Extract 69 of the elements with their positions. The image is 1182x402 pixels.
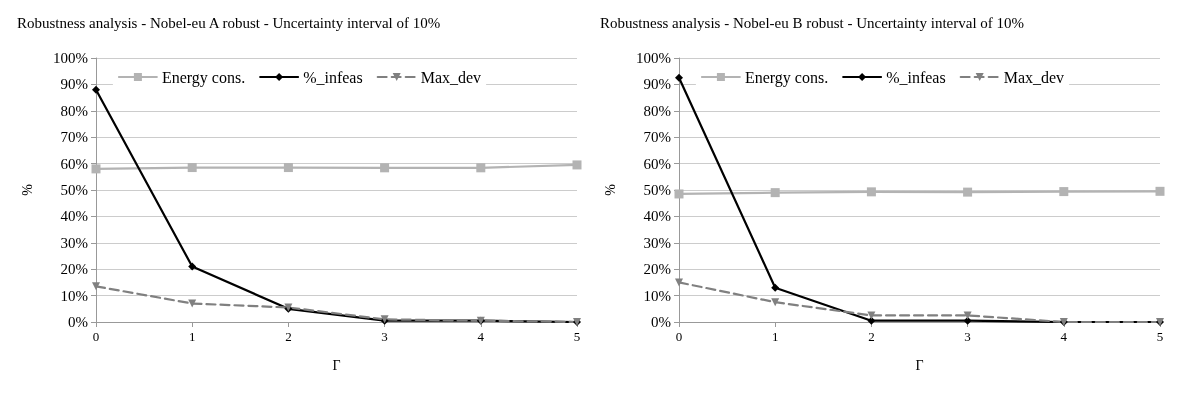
point xyxy=(283,163,293,173)
point xyxy=(963,316,972,325)
point xyxy=(675,73,683,82)
point xyxy=(963,311,972,320)
y-tick-label: 60% xyxy=(60,155,88,172)
point xyxy=(1059,187,1069,197)
legend-label: Max_dev xyxy=(420,68,482,86)
point xyxy=(963,187,973,197)
y-tick-label: 100% xyxy=(53,50,88,66)
y-tick-label: 70% xyxy=(60,129,88,146)
x-tick-label: 5 xyxy=(1156,329,1164,344)
y-tick-label: 50% xyxy=(643,182,671,198)
y-axis-title: % xyxy=(19,183,35,196)
y-tick-label: 20% xyxy=(60,261,88,278)
point xyxy=(771,298,780,307)
point xyxy=(476,163,486,173)
y-tick-label: 40% xyxy=(60,208,88,225)
y-tick-label: 80% xyxy=(60,102,88,119)
y-tick-label: 40% xyxy=(643,208,671,225)
legend-label: Energy cons. xyxy=(161,68,246,87)
legend-label: %_infeas xyxy=(886,68,946,86)
x-tick-label: 1 xyxy=(188,329,196,344)
x-axis-title: Γ xyxy=(332,357,341,373)
point xyxy=(770,188,780,198)
legend-label: Energy cons. xyxy=(744,68,829,87)
x-axis-title: Γ xyxy=(915,357,924,373)
y-tick-label: 50% xyxy=(60,182,88,198)
x-tick-label: 0 xyxy=(92,329,100,344)
x-tick-label: 2 xyxy=(868,329,875,344)
x-tick-label: 4 xyxy=(1060,329,1068,344)
y-tick-label: 80% xyxy=(643,102,671,119)
point xyxy=(867,316,876,325)
point xyxy=(674,189,684,199)
point xyxy=(1155,186,1165,196)
point xyxy=(866,187,876,197)
legend-label: %_infeas xyxy=(303,68,363,86)
point xyxy=(380,163,390,173)
y-tick-label: 20% xyxy=(643,261,671,278)
y-tick-label: 0% xyxy=(68,314,88,330)
point xyxy=(188,262,197,271)
point xyxy=(771,283,780,292)
point xyxy=(187,163,197,173)
point xyxy=(675,278,683,287)
y-tick-label: 30% xyxy=(60,234,88,251)
point xyxy=(92,85,100,94)
y-tick-label: 70% xyxy=(643,129,671,146)
y-tick-label: 90% xyxy=(60,76,88,93)
x-tick-label: 1 xyxy=(771,329,779,344)
x-tick-label: 0 xyxy=(675,329,683,344)
x-tick-label: 2 xyxy=(285,329,292,344)
y-tick-label: 0% xyxy=(651,314,671,330)
x-tick-label: 5 xyxy=(573,329,581,344)
y-tick-label: 60% xyxy=(643,155,671,172)
y-tick-label: 30% xyxy=(643,234,671,251)
legend-label: Max_dev xyxy=(1003,68,1065,86)
y-tick-label: 100% xyxy=(636,50,671,66)
point xyxy=(572,160,582,170)
point xyxy=(867,311,876,320)
chart-title: Robustness analysis - Nobel-eu B robust - Uncertainty interval of 10% xyxy=(600,14,1025,31)
y-axis-title: % xyxy=(602,183,618,196)
y-tick-label: 10% xyxy=(60,287,88,304)
point xyxy=(92,282,100,291)
x-tick-label: 3 xyxy=(381,329,388,344)
y-tick-label: 10% xyxy=(643,287,671,304)
x-tick-label: 3 xyxy=(964,329,971,344)
x-tick-label: 4 xyxy=(477,329,485,344)
chart-title: Robustness analysis - Nobel-eu A robust - Uncertainty interval of 10% xyxy=(17,14,441,31)
y-tick-label: 90% xyxy=(643,76,671,93)
point xyxy=(91,164,101,174)
